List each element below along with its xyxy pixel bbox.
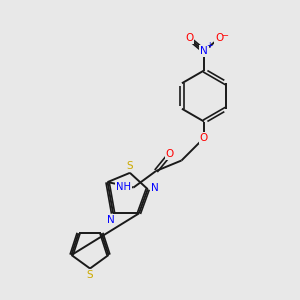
Text: N: N: [107, 215, 115, 225]
Text: O: O: [185, 33, 193, 43]
Text: +: +: [206, 41, 213, 50]
Text: O: O: [165, 149, 174, 160]
Text: S: S: [87, 270, 93, 280]
Text: O: O: [200, 133, 208, 143]
Text: NH: NH: [116, 182, 131, 193]
Text: O: O: [215, 33, 223, 43]
Text: −: −: [221, 31, 229, 40]
Text: N: N: [200, 46, 208, 56]
Text: N: N: [152, 183, 159, 193]
Text: S: S: [127, 161, 133, 171]
